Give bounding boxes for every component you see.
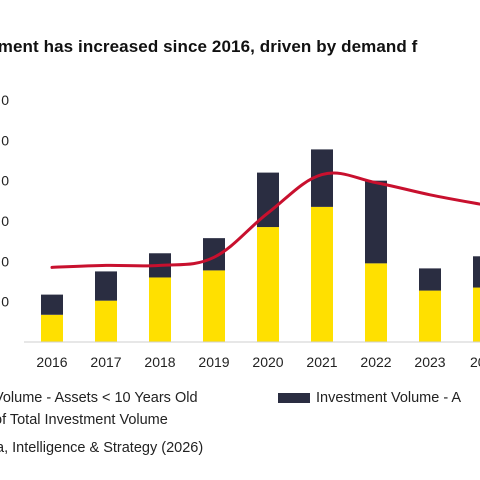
bar-segment-recent [95,300,117,342]
x-tick-label: 2019 [198,354,229,370]
bar-segment-recent [311,206,333,342]
bar-segment-older [257,172,279,228]
x-tick-label: 2022 [360,354,391,370]
y-tick-label: 0 [1,132,9,148]
bar-segment-recent [473,287,480,342]
bar-series [41,149,480,342]
bar-segment-recent [365,263,387,342]
bar-segment-older [365,180,387,264]
bar-segment-older [95,271,117,301]
source-note: a, Intelligence & Strategy (2026) [0,440,204,456]
legend-swatch-dark [278,393,310,403]
bar-segment-older [41,294,63,315]
x-tick-label: 2018 [144,354,175,370]
x-tick-label: 2021 [306,354,337,370]
y-axis-ticks: 0 0 0 0 0 0 [1,92,9,310]
legend-label-dark: Investment Volume - A [316,390,462,406]
legend-item-line: of Total Investment Volume [0,412,168,428]
x-tick-label: 20 [470,354,480,370]
bar-segment-recent [419,290,441,342]
x-tick-label: 2020 [252,354,283,370]
bar-segment-recent [149,277,171,342]
y-tick-label: 0 [1,294,9,310]
chart-title: tment has increased since 2016, driven b… [0,37,418,56]
bar-segment-older [311,149,333,207]
bar-segment-older [419,268,441,291]
x-tick-label: 2016 [36,354,67,370]
x-axis-ticks: 2016 2017 2018 2019 2020 2021 2022 2023 20 [36,354,480,370]
y-tick-label: 0 [1,213,9,229]
y-tick-label: 0 [1,253,9,269]
bar-segment-recent [41,314,63,342]
legend-item-dark: Investment Volume - A [278,390,461,406]
y-tick-label: 0 [1,173,9,189]
legend-item-yellow: Volume - Assets < 10 Years Old [0,390,198,406]
bar-segment-older [203,238,225,271]
bar-segment-older [473,256,480,288]
bar-segment-recent [257,227,279,342]
bar-segment-recent [203,270,225,342]
x-tick-label: 2017 [90,354,121,370]
x-tick-label: 2023 [414,354,445,370]
y-tick-label: 0 [1,92,9,108]
trend-line [50,171,480,269]
